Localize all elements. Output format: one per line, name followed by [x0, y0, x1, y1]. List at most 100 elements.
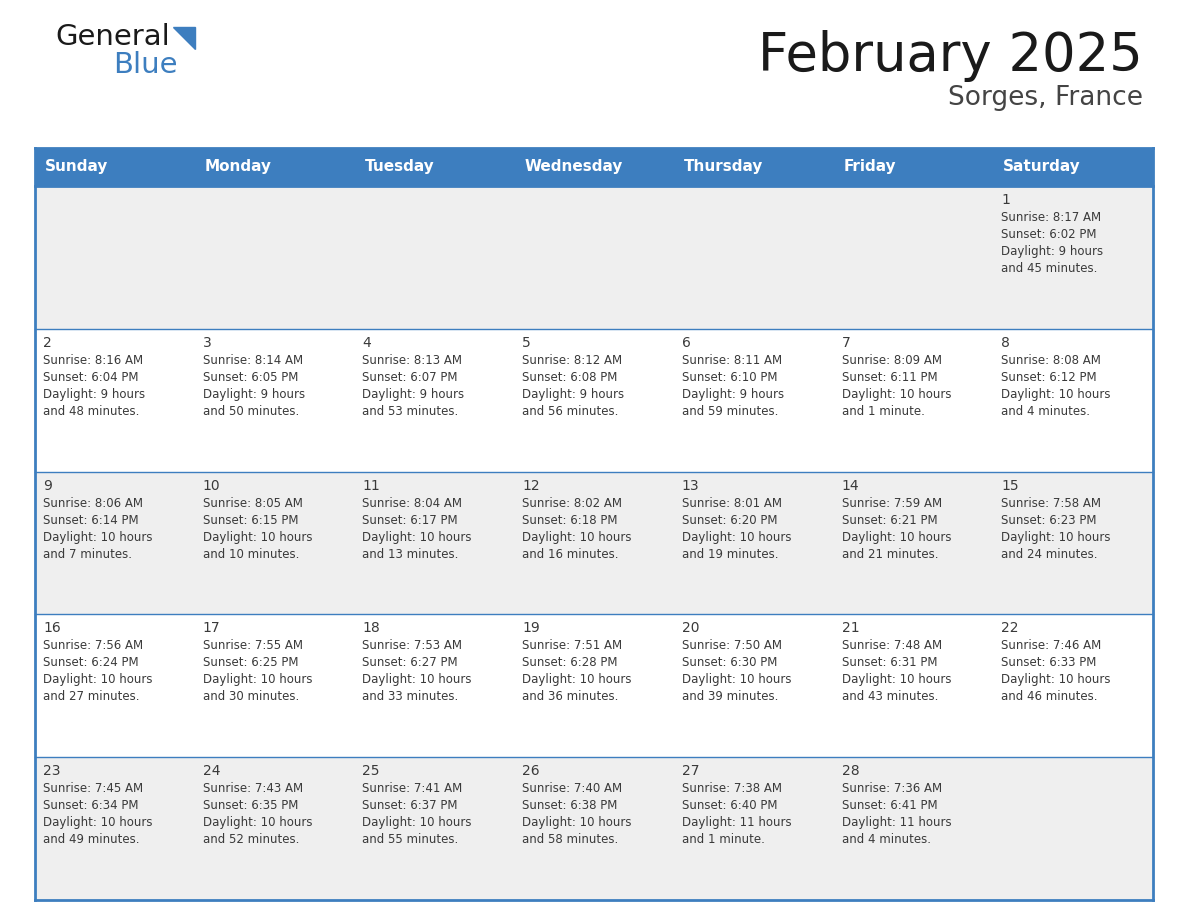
Text: and 13 minutes.: and 13 minutes. — [362, 548, 459, 561]
Text: and 39 minutes.: and 39 minutes. — [682, 690, 778, 703]
Text: Daylight: 10 hours: Daylight: 10 hours — [523, 674, 632, 687]
Text: 1: 1 — [1001, 193, 1010, 207]
Text: Sunset: 6:34 PM: Sunset: 6:34 PM — [43, 800, 139, 812]
Text: and 56 minutes.: and 56 minutes. — [523, 405, 619, 418]
Text: and 43 minutes.: and 43 minutes. — [841, 690, 939, 703]
Text: and 53 minutes.: and 53 minutes. — [362, 405, 459, 418]
Text: Friday: Friday — [843, 160, 896, 174]
Text: Sunrise: 7:46 AM: Sunrise: 7:46 AM — [1001, 640, 1101, 653]
Text: Sunrise: 7:36 AM: Sunrise: 7:36 AM — [841, 782, 942, 795]
Text: 19: 19 — [523, 621, 539, 635]
Text: Daylight: 10 hours: Daylight: 10 hours — [203, 531, 312, 543]
Text: Sunrise: 8:01 AM: Sunrise: 8:01 AM — [682, 497, 782, 509]
Text: Saturday: Saturday — [1004, 160, 1081, 174]
Text: Blue: Blue — [113, 51, 177, 79]
Text: Sunset: 6:10 PM: Sunset: 6:10 PM — [682, 371, 777, 384]
Text: and 50 minutes.: and 50 minutes. — [203, 405, 299, 418]
Text: Daylight: 10 hours: Daylight: 10 hours — [523, 816, 632, 829]
Text: and 46 minutes.: and 46 minutes. — [1001, 690, 1098, 703]
Text: Daylight: 10 hours: Daylight: 10 hours — [203, 674, 312, 687]
Text: Sunrise: 7:53 AM: Sunrise: 7:53 AM — [362, 640, 462, 653]
Text: Sunset: 6:25 PM: Sunset: 6:25 PM — [203, 656, 298, 669]
Text: Sunset: 6:12 PM: Sunset: 6:12 PM — [1001, 371, 1097, 384]
Text: 25: 25 — [362, 764, 380, 778]
Text: and 16 minutes.: and 16 minutes. — [523, 548, 619, 561]
Text: Thursday: Thursday — [684, 160, 763, 174]
Bar — [34, 757, 1154, 900]
Text: 27: 27 — [682, 764, 700, 778]
Text: February 2025: February 2025 — [758, 30, 1143, 82]
Text: 23: 23 — [43, 764, 61, 778]
Text: Sunset: 6:37 PM: Sunset: 6:37 PM — [362, 800, 457, 812]
Text: Sunrise: 7:38 AM: Sunrise: 7:38 AM — [682, 782, 782, 795]
Text: 2: 2 — [43, 336, 52, 350]
Text: Sunset: 6:15 PM: Sunset: 6:15 PM — [203, 513, 298, 527]
Text: Sunset: 6:24 PM: Sunset: 6:24 PM — [43, 656, 139, 669]
Bar — [34, 329, 1154, 472]
Text: Daylight: 10 hours: Daylight: 10 hours — [1001, 531, 1111, 543]
Text: Sunday: Sunday — [45, 160, 108, 174]
Text: and 58 minutes.: and 58 minutes. — [523, 834, 619, 846]
Text: Sunrise: 7:43 AM: Sunrise: 7:43 AM — [203, 782, 303, 795]
Text: Sunrise: 7:56 AM: Sunrise: 7:56 AM — [43, 640, 143, 653]
Text: Daylight: 10 hours: Daylight: 10 hours — [841, 531, 952, 543]
Bar — [34, 148, 1154, 186]
Text: Sunset: 6:02 PM: Sunset: 6:02 PM — [1001, 228, 1097, 241]
Text: Sunrise: 8:17 AM: Sunrise: 8:17 AM — [1001, 211, 1101, 224]
Text: and 21 minutes.: and 21 minutes. — [841, 548, 939, 561]
Text: Sunrise: 7:51 AM: Sunrise: 7:51 AM — [523, 640, 623, 653]
Text: Sunrise: 7:55 AM: Sunrise: 7:55 AM — [203, 640, 303, 653]
Text: and 1 minute.: and 1 minute. — [682, 834, 765, 846]
Text: Sunset: 6:11 PM: Sunset: 6:11 PM — [841, 371, 937, 384]
Text: Sunrise: 8:02 AM: Sunrise: 8:02 AM — [523, 497, 623, 509]
Text: Sunrise: 8:05 AM: Sunrise: 8:05 AM — [203, 497, 303, 509]
Text: Sunrise: 7:45 AM: Sunrise: 7:45 AM — [43, 782, 143, 795]
Text: Daylight: 9 hours: Daylight: 9 hours — [682, 387, 784, 401]
Text: Sunset: 6:30 PM: Sunset: 6:30 PM — [682, 656, 777, 669]
Text: 12: 12 — [523, 478, 539, 493]
Text: Daylight: 10 hours: Daylight: 10 hours — [523, 531, 632, 543]
Text: Sunrise: 8:14 AM: Sunrise: 8:14 AM — [203, 353, 303, 367]
Text: 5: 5 — [523, 336, 531, 350]
Text: and 59 minutes.: and 59 minutes. — [682, 405, 778, 418]
Text: Sunrise: 8:11 AM: Sunrise: 8:11 AM — [682, 353, 782, 367]
Text: Sunrise: 7:40 AM: Sunrise: 7:40 AM — [523, 782, 623, 795]
Text: and 55 minutes.: and 55 minutes. — [362, 834, 459, 846]
Text: Daylight: 10 hours: Daylight: 10 hours — [43, 816, 152, 829]
Text: 17: 17 — [203, 621, 220, 635]
Text: 8: 8 — [1001, 336, 1010, 350]
Text: Sunrise: 8:13 AM: Sunrise: 8:13 AM — [362, 353, 462, 367]
Text: 4: 4 — [362, 336, 371, 350]
Text: Daylight: 10 hours: Daylight: 10 hours — [1001, 387, 1111, 401]
Text: Daylight: 10 hours: Daylight: 10 hours — [43, 674, 152, 687]
Text: 20: 20 — [682, 621, 700, 635]
Text: Daylight: 11 hours: Daylight: 11 hours — [682, 816, 791, 829]
Text: Daylight: 9 hours: Daylight: 9 hours — [362, 387, 465, 401]
Text: Daylight: 10 hours: Daylight: 10 hours — [362, 531, 472, 543]
Text: Sunset: 6:28 PM: Sunset: 6:28 PM — [523, 656, 618, 669]
Text: 7: 7 — [841, 336, 851, 350]
Text: Sunset: 6:14 PM: Sunset: 6:14 PM — [43, 513, 139, 527]
Text: 11: 11 — [362, 478, 380, 493]
Text: General: General — [55, 23, 170, 51]
Text: Sunrise: 7:50 AM: Sunrise: 7:50 AM — [682, 640, 782, 653]
Text: Daylight: 9 hours: Daylight: 9 hours — [43, 387, 145, 401]
Text: and 7 minutes.: and 7 minutes. — [43, 548, 132, 561]
Text: Daylight: 10 hours: Daylight: 10 hours — [682, 674, 791, 687]
Text: and 45 minutes.: and 45 minutes. — [1001, 262, 1098, 275]
Text: and 30 minutes.: and 30 minutes. — [203, 690, 299, 703]
Text: 15: 15 — [1001, 478, 1019, 493]
Text: Sunrise: 8:06 AM: Sunrise: 8:06 AM — [43, 497, 143, 509]
Text: Sunset: 6:17 PM: Sunset: 6:17 PM — [362, 513, 459, 527]
Text: Daylight: 10 hours: Daylight: 10 hours — [841, 387, 952, 401]
Text: Sunset: 6:41 PM: Sunset: 6:41 PM — [841, 800, 937, 812]
Text: Sorges, France: Sorges, France — [948, 85, 1143, 111]
Text: 26: 26 — [523, 764, 539, 778]
Text: Sunset: 6:04 PM: Sunset: 6:04 PM — [43, 371, 139, 384]
Text: Tuesday: Tuesday — [365, 160, 434, 174]
Bar — [34, 614, 1154, 757]
Text: and 19 minutes.: and 19 minutes. — [682, 548, 778, 561]
Text: Wednesday: Wednesday — [524, 160, 623, 174]
Bar — [34, 186, 1154, 329]
Text: 28: 28 — [841, 764, 859, 778]
